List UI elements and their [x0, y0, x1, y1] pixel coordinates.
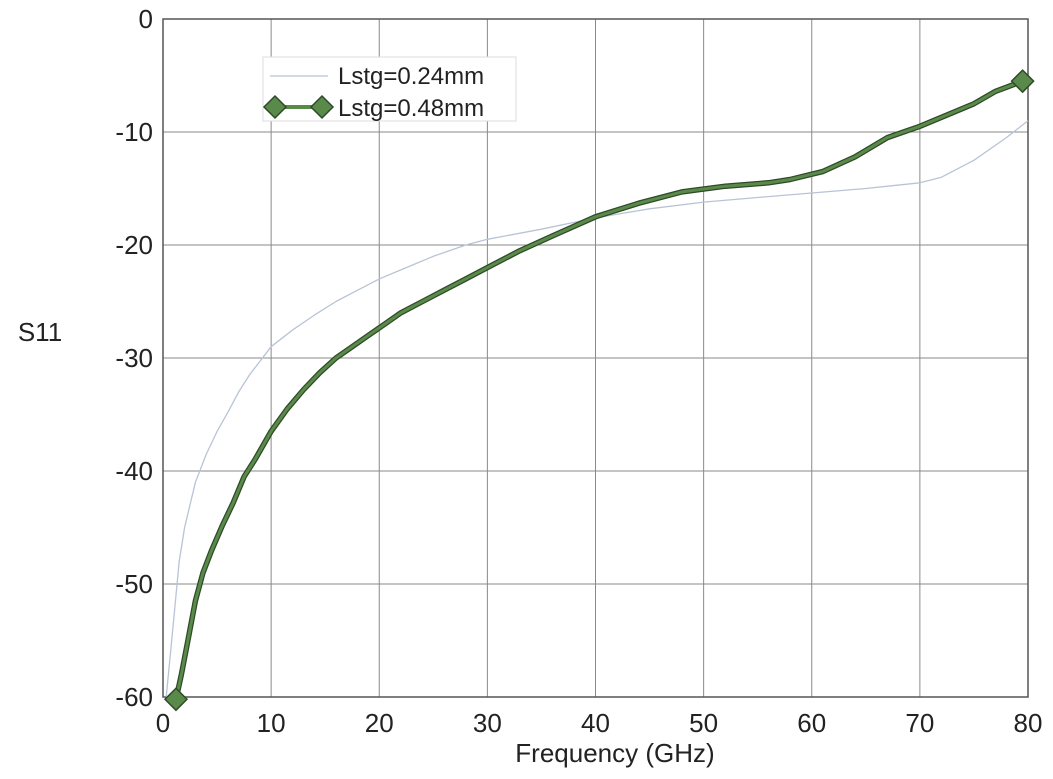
y-tick-label: 0 — [139, 4, 153, 34]
legend-label-lstg-0-48: Lstg=0.48mm — [338, 95, 484, 122]
series-marker-diamond — [163, 687, 189, 712]
series-marker-diamond — [1010, 69, 1035, 94]
x-tick-label: 60 — [797, 708, 826, 738]
y-tick-label: -50 — [115, 569, 153, 599]
y-tick-label: -60 — [115, 682, 153, 712]
x-tick-labels: 0 10 20 30 40 50 60 70 80 — [156, 708, 1043, 738]
grid-lines — [163, 19, 1028, 697]
legend-box — [262, 56, 517, 122]
series-line-lstg-0-24 — [165, 120, 1029, 698]
legend-label-lstg-0-24: Lstg=0.24mm — [338, 63, 484, 90]
x-tick-label: 20 — [365, 708, 394, 738]
x-tick-label: 70 — [905, 708, 934, 738]
legend: Lstg=0.24mm Lstg=0.48mm — [262, 56, 517, 122]
legend-marker-diamond — [262, 94, 288, 120]
x-axis-title: Frequency (GHz) — [515, 738, 714, 768]
x-tick-label: 80 — [1014, 708, 1043, 738]
plot-area-frame — [162, 18, 1029, 698]
y-tick-labels: 0 -10 -20 -30 -40 -50 -60 — [115, 4, 153, 712]
x-tick-label: 0 — [156, 708, 170, 738]
x-tick-label: 40 — [581, 708, 610, 738]
legend-marker-diamond — [309, 94, 335, 120]
x-tick-label: 30 — [473, 708, 502, 738]
y-axis-title: S11 — [18, 317, 62, 347]
series-line-lstg-0-48 — [174, 79, 1025, 701]
y-tick-label: -40 — [115, 456, 153, 486]
series-layer — [163, 69, 1035, 712]
x-tick-label: 10 — [257, 708, 286, 738]
x-tick-label: 50 — [689, 708, 718, 738]
y-tick-label: -10 — [115, 117, 153, 147]
y-tick-label: -20 — [115, 230, 153, 260]
y-tick-label: -30 — [115, 343, 153, 373]
